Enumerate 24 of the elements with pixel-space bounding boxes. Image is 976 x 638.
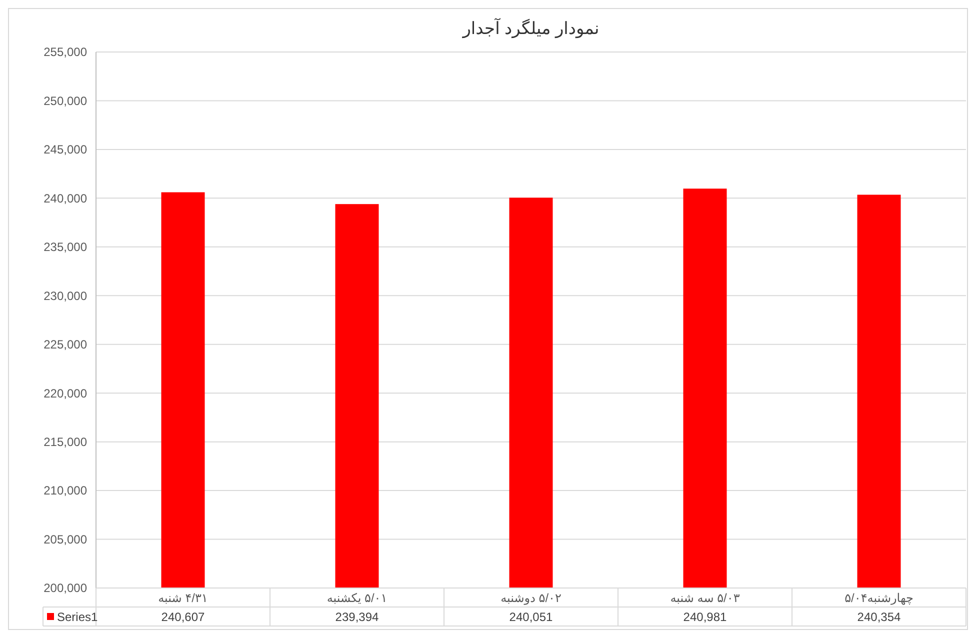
y-tick-label: 245,000	[44, 142, 88, 157]
y-tick-label: 200,000	[44, 581, 88, 596]
data-label: 239,394	[335, 610, 380, 624]
data-label: 240,607	[161, 610, 206, 624]
legend-label: Series1	[57, 610, 98, 624]
y-tick-label: 240,000	[44, 191, 88, 206]
data-label: 240,981	[683, 610, 728, 624]
y-tick-label: 235,000	[44, 240, 88, 254]
x-tick-label: ۵/۰۲ دوشنبه	[500, 591, 562, 605]
y-tick-label: 220,000	[44, 386, 88, 400]
data-label: 240,051	[509, 610, 554, 624]
x-tick-label: چهارشنبه۵/۰۴	[844, 591, 914, 605]
x-tick-label: ۵/۰۱ یکشنبه	[326, 591, 388, 605]
chart-title: نمودار میلگرد آجدار	[462, 18, 600, 39]
y-tick-label: 215,000	[44, 435, 88, 450]
y-tick-label: 230,000	[44, 288, 88, 303]
y-tick-label: 250,000	[44, 94, 88, 108]
x-tick-label: ۵/۰۳ سه شنبه	[670, 591, 740, 605]
x-tick-label: ۴/۳۱ شنبه	[158, 591, 208, 605]
y-tick-label: 255,000	[44, 45, 88, 60]
y-tick-label: 205,000	[44, 532, 88, 546]
data-label: 240,354	[857, 610, 902, 624]
y-tick-label: 210,000	[44, 484, 88, 498]
y-tick-label: 225,000	[44, 338, 88, 352]
